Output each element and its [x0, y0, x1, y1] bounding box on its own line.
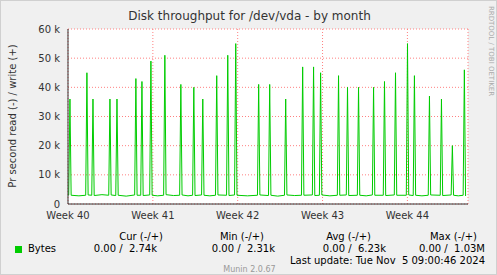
html-text:Munin 2.0.67: Munin 2.0.67	[223, 265, 276, 274]
html-text:Max (-/+): Max (-/+)	[430, 231, 477, 242]
svg-text:Week 42: Week 42	[216, 210, 259, 221]
html-text:Min (-/+): Min (-/+)	[219, 231, 264, 242]
svg-text:10 k: 10 k	[38, 169, 60, 180]
html-text:Cur (-/+): Cur (-/+)	[119, 231, 163, 242]
svg-text:Week 40: Week 40	[46, 210, 89, 221]
html-text:Avg (-/+): Avg (-/+)	[326, 231, 371, 242]
html-text:0.00 / 2.74k: 0.00 / 2.74k	[93, 243, 157, 254]
svg-text:60 k: 60 k	[38, 24, 60, 35]
svg-text:Week 44: Week 44	[386, 210, 429, 221]
html-text:Pr second read (-) / write (+): Pr second read (-) / write (+)	[7, 44, 18, 188]
html-text:0.00 / 2.31k: 0.00 / 2.31k	[211, 243, 275, 254]
svg-text:Week 41: Week 41	[131, 210, 174, 221]
svg-text:30 k: 30 k	[38, 111, 60, 122]
svg-text:20 k: 20 k	[38, 140, 60, 151]
html-text:RRDTOOL / TOBI OETIKER: RRDTOOL / TOBI OETIKER	[487, 5, 495, 97]
html-text:0.00 / 6.23k: 0.00 / 6.23k	[322, 243, 386, 254]
html-text:Bytes: Bytes	[28, 243, 57, 254]
html-text:0.00 / 1.03M: 0.00 / 1.03M	[418, 243, 485, 254]
html-text:Last update: Tue Nov 5 09:00:4: Last update: Tue Nov 5 09:00:46 2024	[290, 255, 485, 266]
svg-text:50 k: 50 k	[38, 53, 60, 64]
html-text:Disk throughput for /dev/vda -: Disk throughput for /dev/vda - by month	[128, 9, 371, 23]
svg-text:Week 43: Week 43	[301, 210, 344, 221]
svg-text:0: 0	[54, 199, 60, 210]
svg-text:40 k: 40 k	[38, 82, 60, 93]
